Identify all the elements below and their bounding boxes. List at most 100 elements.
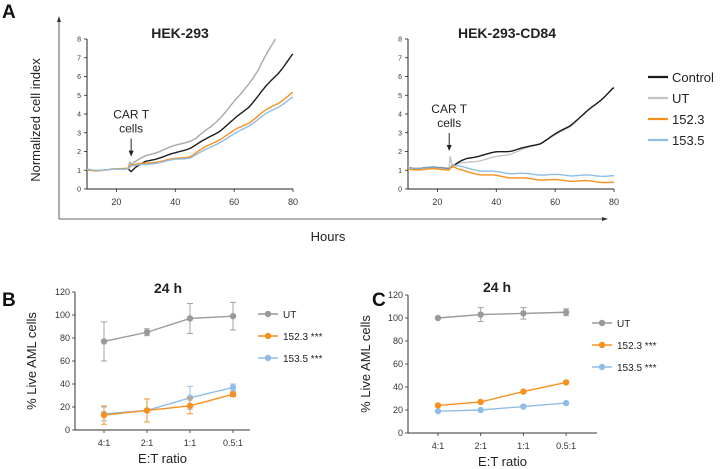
data-point [143, 329, 151, 336]
y-tick-label: 20 [393, 405, 403, 415]
data-point [229, 384, 237, 391]
y-tick-label: 3 [77, 130, 81, 137]
data-point [477, 311, 484, 318]
legend-a: Control UT 152.3 153.5 [648, 70, 714, 148]
series-line-152-3 [407, 165, 615, 184]
y-tick-label: 0 [398, 187, 402, 194]
data-point [520, 403, 527, 410]
y-tick-label: 8 [398, 37, 402, 44]
series-line [437, 381, 567, 407]
x-tick-label: 80 [288, 197, 298, 207]
legend-label: 153.5 [672, 133, 705, 148]
data-point [562, 399, 570, 407]
legend-marker [598, 341, 606, 349]
x-tick-label: 60 [229, 197, 239, 207]
legend-label: 153.5 *** [617, 363, 657, 374]
series-line [103, 393, 234, 416]
data-point [520, 388, 527, 395]
y-tick-label: 0 [77, 187, 81, 194]
y-tick-label: 5 [398, 93, 402, 100]
y-tick-label: 1 [77, 168, 81, 175]
x-axis-label: E:T ratio [478, 454, 527, 469]
x-axis-label-a: Hours [311, 229, 346, 244]
x-tick-label: 0.5:1 [223, 438, 243, 448]
series-line-control [127, 53, 294, 173]
y-tick-label: 8 [77, 37, 81, 44]
series-line [437, 402, 567, 412]
annotation-arrowhead-icon [128, 150, 134, 157]
annotation-label: CAR T [113, 108, 149, 122]
y-tick-label: 100 [55, 310, 70, 320]
legend-marker [264, 354, 272, 362]
y-tick-label: 4 [77, 112, 81, 119]
chart-title: HEK-293-CD84 [458, 25, 556, 41]
legend-label: 152.3 *** [617, 341, 657, 352]
y-tick-label: 3 [398, 130, 402, 137]
y-tick-label: 60 [393, 359, 403, 369]
y-tick-label: 80 [393, 336, 403, 346]
x-tick-label: 1:1 [184, 438, 197, 448]
y-tick-label: 7 [77, 55, 81, 62]
legend-label: 152.3 *** [283, 332, 323, 343]
y-tick-label: 2 [398, 149, 402, 156]
data-point [100, 411, 108, 419]
legend-marker [264, 310, 272, 318]
x-tick-label: 4:1 [432, 441, 445, 451]
x-tick-label: 2:1 [474, 441, 487, 451]
x-tick-label: 20 [432, 197, 442, 207]
x-axis-label: E:T ratio [138, 451, 187, 466]
chart-title: 24 h [154, 280, 182, 296]
y-tick-label: 80 [60, 333, 70, 343]
data-point [477, 398, 484, 406]
legend-label: UT [283, 310, 296, 321]
data-point [434, 314, 442, 322]
x-tick-label: 80 [609, 197, 619, 207]
data-point [562, 379, 570, 386]
y-tick-label: 40 [393, 382, 403, 392]
legend-label: UT [672, 91, 689, 106]
legend-marker [598, 363, 606, 371]
y-tick-label: 120 [55, 287, 70, 297]
y-tick-label: 4 [398, 112, 402, 119]
data-point [186, 402, 194, 410]
series-line [103, 315, 234, 343]
series-line-153-5 [407, 164, 615, 178]
data-point [100, 338, 108, 345]
y-axis-label-a: Normalized cell index [28, 58, 43, 182]
x-tick-label: 20 [111, 197, 121, 207]
chart-title: HEK-293 [151, 25, 209, 41]
annotation-label: cells [119, 122, 143, 136]
annotation-label: cells [437, 116, 461, 130]
series-line-153-5 [86, 96, 294, 172]
data-point [434, 402, 442, 409]
plot-b: 0 20 40 60 80 100 120 4:1 2:1 1:1 0.5:1 24 h E:T rat… [24, 280, 323, 466]
x-arrow-icon [602, 217, 608, 221]
legend-label: 153.5 *** [283, 354, 323, 365]
plot-c: 0 20 40 60 80 100 120 4:1 2:1 1:1 0.5:1 24 h E:T rat… [358, 279, 657, 469]
x-tick-label: 2:1 [141, 438, 154, 448]
y-tick-label: 6 [77, 74, 81, 81]
annotation-label: CAR T [431, 102, 467, 116]
legend-marker [264, 332, 272, 340]
data-point [477, 406, 484, 414]
y-arrow-icon [57, 16, 61, 22]
y-tick-label: 0 [65, 425, 70, 435]
legend-marker [598, 319, 606, 327]
y-tick-label: 0 [398, 428, 403, 438]
x-tick-label: 0.5:1 [556, 441, 576, 451]
chart-title: 24 h [483, 279, 511, 295]
x-tick-label: 4:1 [98, 438, 111, 448]
panel-letter-a: A [2, 2, 16, 23]
y-tick-label: 40 [60, 379, 70, 389]
data-point [520, 310, 527, 317]
y-tick-label: 20 [60, 402, 70, 412]
y-axis-label: % Live AML cells [24, 312, 39, 410]
data-point [434, 407, 442, 415]
y-tick-label: 7 [398, 55, 402, 62]
y-tick-label: 6 [398, 74, 402, 81]
x-tick-label: 1:1 [517, 441, 530, 451]
x-tick-label: 60 [550, 197, 560, 207]
y-tick-label: 120 [388, 290, 403, 300]
